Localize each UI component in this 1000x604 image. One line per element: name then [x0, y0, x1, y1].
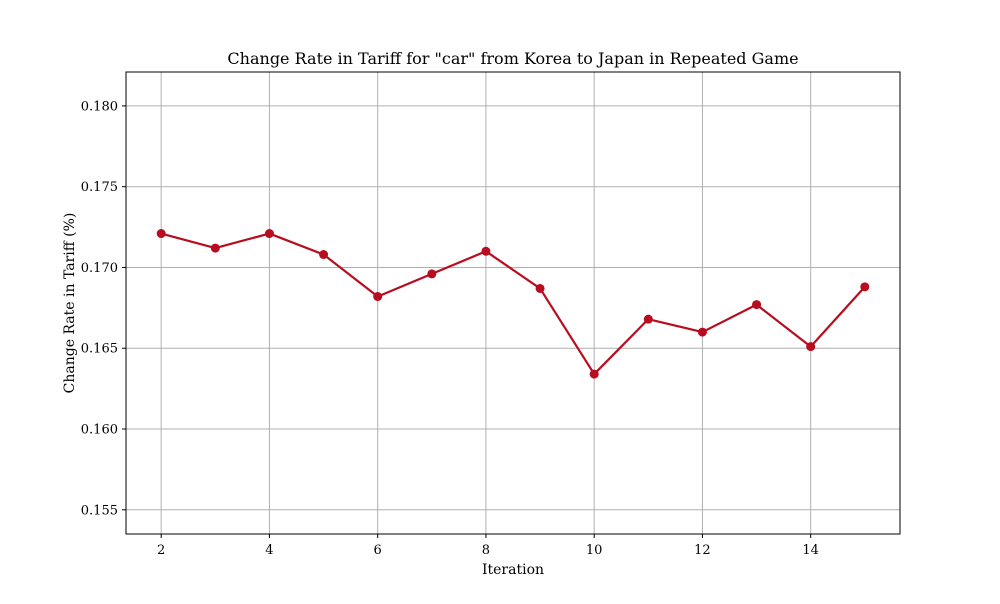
data-point [373, 292, 383, 302]
data-point [806, 342, 816, 352]
tick-layer: 2 4 6 8 10 12 14 0.155 0.160 0.165 0.170 0.175 0.180 [81, 99, 819, 558]
data-point [752, 300, 762, 310]
y-tick-label: 0.175 [81, 180, 118, 195]
x-tick-label: 2 [157, 543, 165, 558]
x-tick-label: 8 [482, 543, 490, 558]
y-tick-label: 0.180 [81, 99, 118, 114]
data-point [264, 229, 274, 239]
y-tick-label: 0.155 [81, 503, 118, 518]
data-point [860, 282, 870, 292]
plot-frame [125, 71, 901, 535]
y-tick-label: 0.165 [81, 342, 118, 357]
x-tick-label: 12 [694, 543, 711, 558]
chart-title: Change Rate in Tariff for "car" from Kor… [227, 49, 798, 68]
grid-layer [126, 72, 900, 534]
data-point [481, 246, 491, 256]
x-tick-label: 14 [802, 543, 819, 558]
series-layer [156, 229, 870, 379]
y-axis-label: Change Rate in Tariff (%) [62, 213, 78, 394]
x-tick-label: 6 [374, 543, 382, 558]
data-point [427, 269, 437, 279]
x-axis-label: Iteration [482, 562, 544, 578]
data-point [210, 243, 220, 253]
data-point [589, 369, 599, 379]
y-tick-label: 0.160 [81, 423, 118, 438]
x-tick-label: 10 [586, 543, 603, 558]
x-tick-label: 4 [265, 543, 273, 558]
data-point [535, 283, 545, 293]
y-tick-label: 0.170 [81, 261, 118, 276]
series-line [160, 232, 866, 376]
data-point [156, 229, 166, 239]
data-point [319, 250, 329, 260]
data-point [643, 314, 653, 324]
data-point [697, 327, 707, 337]
